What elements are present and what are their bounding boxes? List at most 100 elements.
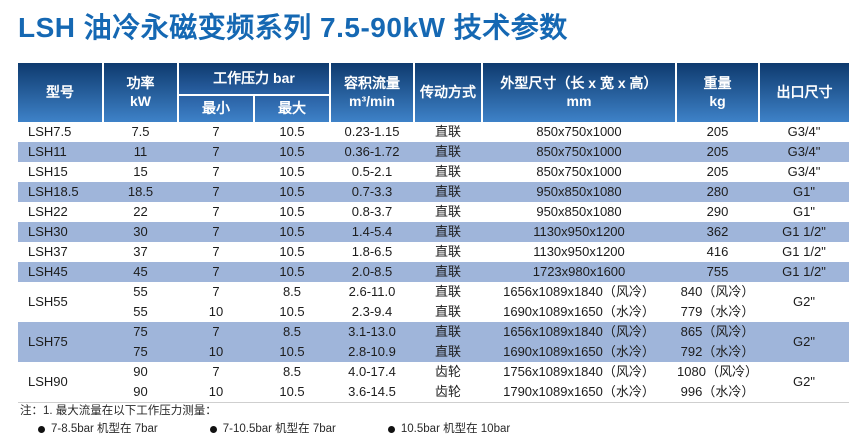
table-row: LSH18.5 18.5 7 10.5 0.7-3.3 直联 950x850x1…: [18, 182, 849, 202]
cell-pressure-min: 7: [178, 182, 254, 202]
pressure-group-header: 工作压力 bar: [177, 63, 330, 96]
footnote-bullet-item: 10.5bar 机型在 10bar: [387, 421, 511, 437]
col-weight-header: 重量 kg: [675, 63, 759, 122]
cell-flow: 0.5-2.1: [351, 164, 393, 179]
cell-pressure-min: 10: [208, 384, 224, 399]
col-power-header: 功率 kW: [102, 63, 178, 122]
cell-drive: 直联: [434, 204, 461, 219]
cell-pressure-max: 10.5: [279, 244, 305, 259]
cell-flow: 2.8-10.9: [330, 342, 414, 362]
cell-pressure-min: 7: [212, 164, 220, 179]
cell-outlet: G2": [759, 322, 849, 362]
footnote: 注：1. 最大流量在以下工作压力测量： 7-8.5bar 机型在 7bar 7-…: [20, 403, 562, 437]
footnote-bullets: 7-8.5bar 机型在 7bar 7-10.5bar 机型在 7bar 10.…: [38, 421, 562, 437]
cell-model: LSH18.5: [18, 182, 103, 202]
cell-flow: 4.0-17.4: [348, 364, 396, 379]
cell-weight: 205: [706, 164, 729, 179]
cell-flow: 2.0-8.5: [330, 262, 414, 282]
cell-power: 45: [103, 262, 178, 282]
footnote-bullet-item: 7-8.5bar 机型在 7bar: [38, 421, 158, 437]
cell-flow: 0.23-1.15: [344, 124, 400, 139]
cell-model: LSH22: [28, 204, 68, 219]
cell-drive: 直联: [414, 182, 482, 202]
table-row: LSH37 37 7 10.5 1.8-6.5 直联 1130x950x1200…: [18, 242, 849, 262]
cell-outlet: G1 1/2": [782, 244, 826, 259]
cell-power: 55: [133, 304, 148, 319]
drive-header-label: 传动方式: [420, 83, 476, 100]
cell-weight: 290: [706, 204, 729, 219]
cell-outlet: G2": [793, 374, 815, 389]
cell-weight: 996（水冷）: [680, 384, 755, 399]
power-header-unit: kW: [130, 92, 151, 109]
cell-drive: 直联: [434, 164, 461, 179]
flow-header-label: 容积流量: [344, 75, 400, 91]
cell-power: 90: [133, 384, 148, 399]
cell-flow: 0.7-3.3: [330, 182, 414, 202]
cell-drive: 直联: [414, 142, 482, 162]
table-row: LSH15 15 7 10.5 0.5-2.1 直联 850x750x1000 …: [18, 162, 849, 182]
cell-flow: 1.8-6.5: [351, 244, 393, 259]
cell-drive: 直联: [434, 284, 461, 299]
cell-dims: 1690x1089x1650（水冷）: [482, 342, 676, 362]
cell-model: LSH7.5: [28, 124, 72, 139]
pressure-group-label: 工作压力 bar: [213, 69, 295, 86]
cell-dims: 850x750x1000: [482, 142, 676, 162]
cell-drive: 齿轮: [434, 364, 461, 379]
cell-flow: 0.8-3.7: [351, 204, 393, 219]
table-row: LSH11 11 7 10.5 0.36-1.72 直联 850x750x100…: [18, 142, 849, 162]
cell-weight: 755: [676, 262, 759, 282]
cell-drive: 直联: [414, 262, 482, 282]
cell-outlet: G1 1/2": [759, 262, 849, 282]
table-row: LSH22 22 7 10.5 0.8-3.7 直联 950x850x1080 …: [18, 202, 849, 222]
footnote-bullet-text: 7-8.5bar 机型在 7bar: [51, 423, 158, 435]
cell-power: 37: [133, 244, 148, 259]
col-outlet-header: 出口尺寸: [758, 63, 849, 122]
cell-model: LSH45: [18, 262, 103, 282]
cell-power: 15: [133, 164, 148, 179]
pressure-max-label: 最大: [278, 100, 306, 117]
cell-pressure-min: 7: [178, 142, 254, 162]
table-row: 75 10 10.5 2.8-10.9 直联 1690x1089x1650（水冷…: [18, 342, 849, 362]
col-model-header: 型号: [18, 63, 103, 122]
cell-drive: 齿轮: [434, 384, 461, 399]
cell-dims: 1130x950x1200: [482, 222, 676, 242]
cell-power: 90: [133, 364, 148, 379]
cell-power: 18.5: [103, 182, 178, 202]
cell-pressure-max: 10.5: [279, 204, 305, 219]
cell-pressure-min: 7: [212, 364, 220, 379]
cell-dims: 1723x980x1600: [482, 262, 676, 282]
table-row: 55 10 10.5 2.3-9.4 直联 1690x1089x1650（水冷）…: [18, 302, 849, 322]
footnote-bullet-text: 10.5bar 机型在 10bar: [400, 423, 511, 435]
table-body: LSH7.5 7.5 7 10.5 0.23-1.15 直联 850x750x1…: [18, 122, 849, 403]
cell-dims: 1790x1089x1650（水冷）: [503, 384, 655, 399]
cell-outlet: G1 1/2": [759, 222, 849, 242]
cell-pressure-min: 10: [178, 342, 254, 362]
cell-pressure-min: 7: [212, 244, 220, 259]
outlet-header-label: 出口尺寸: [776, 83, 833, 100]
cell-pressure-max: 10.5: [279, 384, 305, 399]
cell-power: 75: [103, 322, 178, 342]
cell-drive: 直联: [414, 322, 482, 342]
cell-drive: 直联: [434, 244, 461, 259]
model-header-label: 型号: [46, 83, 74, 100]
page-title: LSH 油冷永磁变频系列 7.5-90kW 技术参数: [18, 12, 568, 43]
col-pressure-min-header: 最小: [177, 95, 254, 122]
table-row: 90 10 10.5 3.6-14.5 齿轮 1790x1089x1650（水冷…: [18, 382, 849, 403]
cell-pressure-min: 7: [178, 262, 254, 282]
cell-weight: 865（风冷）: [676, 322, 759, 342]
cell-pressure-max: 10.5: [279, 164, 305, 179]
spec-table: 型号 功率 kW 工作压力 bar 容积流量 m³/min 传动方式 外型尺寸（长 …: [18, 63, 849, 403]
cell-flow: 2.3-9.4: [351, 304, 393, 319]
weight-header-label: 重量: [703, 75, 732, 91]
cell-outlet: G1": [793, 204, 815, 219]
table-row: LSH7.5 7.5 7 10.5 0.23-1.15 直联 850x750x1…: [18, 122, 849, 142]
cell-outlet: G3/4": [787, 164, 821, 179]
table-row: LSH90 90 7 8.5 4.0-17.4 齿轮 1756x1089x184…: [18, 362, 849, 389]
cell-weight: 840（风冷）: [680, 284, 755, 299]
cell-model: LSH55: [28, 294, 68, 309]
cell-flow: 2.6-11.0: [348, 284, 396, 299]
weight-header-unit: kg: [709, 92, 726, 109]
cell-pressure-max: 10.5: [254, 262, 330, 282]
cell-pressure-max: 10.5: [254, 142, 330, 162]
table-header: 型号 功率 kW 工作压力 bar 容积流量 m³/min 传动方式 外型尺寸（长 …: [18, 63, 849, 122]
